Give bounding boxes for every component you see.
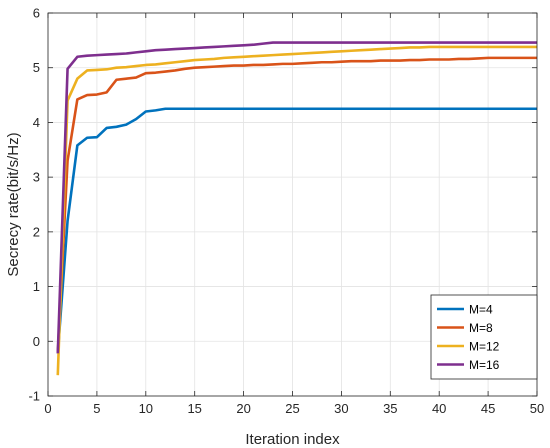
x-tick-label: 40	[432, 401, 446, 416]
y-tick-label: 4	[33, 115, 40, 130]
legend-label: M=12	[469, 340, 500, 354]
y-tick-label: 2	[33, 224, 40, 239]
x-tick-label: 25	[285, 401, 299, 416]
x-tick-label: 5	[93, 401, 100, 416]
series-line-1	[56, 107, 537, 354]
y-tick-label: -1	[28, 389, 40, 404]
x-tick-label: 0	[44, 401, 51, 416]
y-tick-label: 1	[33, 279, 40, 294]
x-tick-label: 20	[236, 401, 250, 416]
x-tick-label: 15	[187, 401, 201, 416]
series-line-4	[56, 41, 537, 354]
y-axis-label: Secrecy rate(bit/s/Hz)	[5, 132, 22, 276]
series-lines	[56, 41, 537, 376]
series-line-2	[56, 56, 537, 354]
x-tick-label: 50	[530, 401, 544, 416]
x-tick-label: 45	[481, 401, 495, 416]
y-tick-label: 6	[33, 6, 40, 21]
x-tick-label: 35	[383, 401, 397, 416]
legend-label: M=16	[469, 358, 500, 372]
y-tick-label: 0	[33, 334, 40, 349]
x-tick-label: 30	[334, 401, 348, 416]
series-line-3	[56, 45, 537, 376]
legend: M=4 M=8 M=12 M=16	[430, 294, 538, 380]
y-tick-label: 5	[33, 60, 40, 75]
y-tick-label: 3	[33, 170, 40, 185]
x-axis-label: Iteration index	[245, 431, 340, 448]
axis-ticks	[47, 12, 538, 397]
x-tick-label: 10	[139, 401, 153, 416]
legend-label: M=8	[469, 321, 493, 335]
legend-label: M=4	[469, 303, 493, 317]
